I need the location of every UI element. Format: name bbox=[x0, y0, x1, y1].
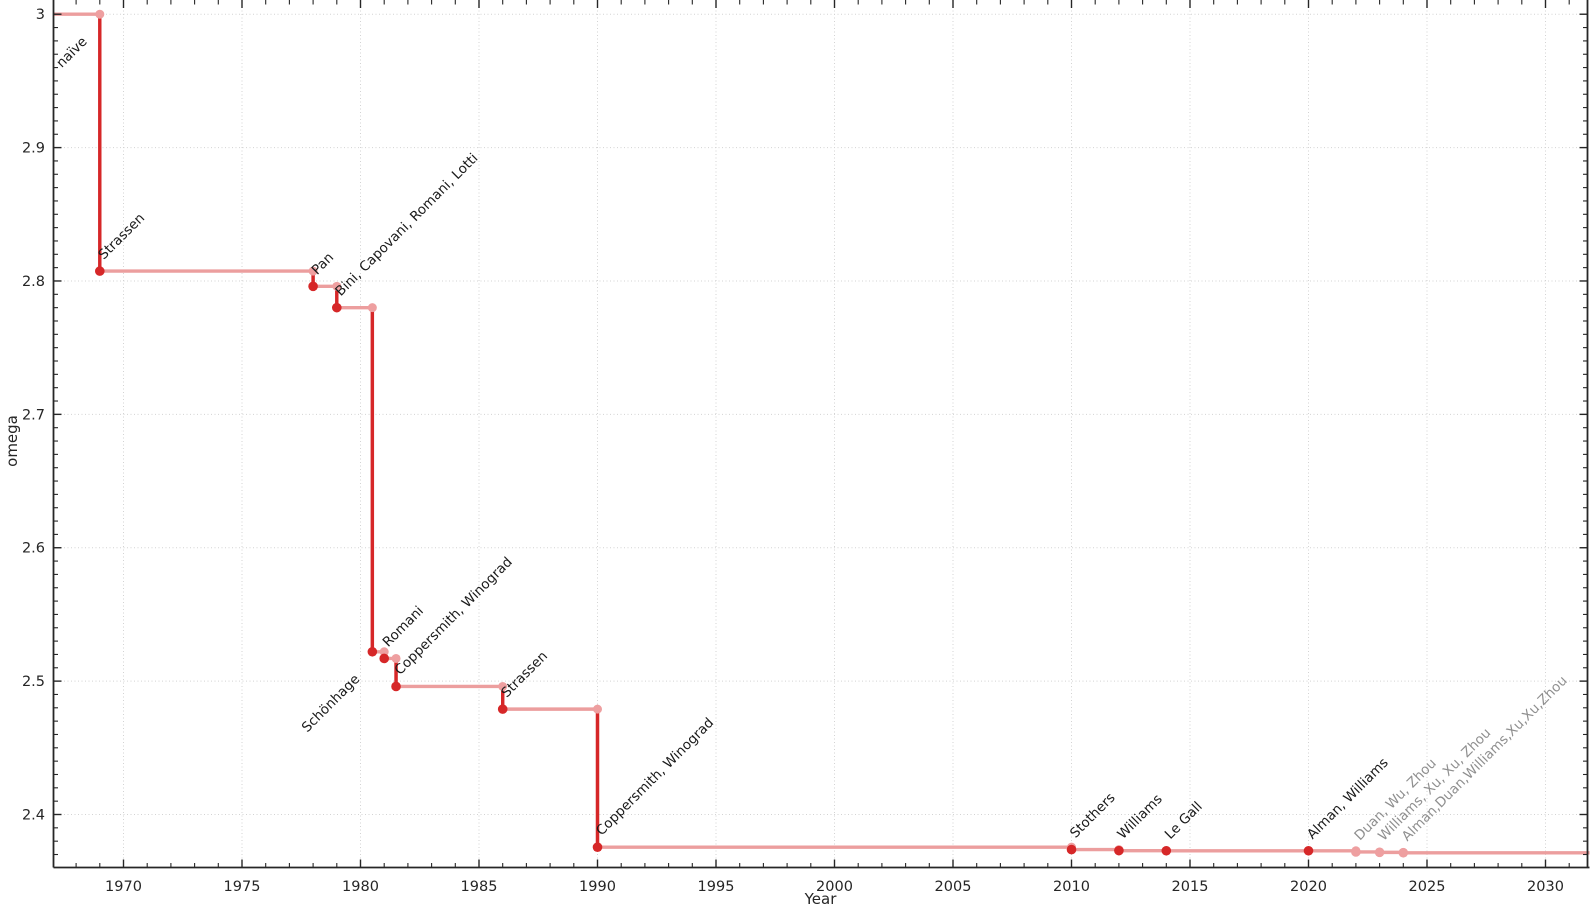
x-tick-label: 2010 bbox=[1053, 879, 1090, 895]
step-line-light bbox=[53, 12, 1590, 855]
data-point-marker bbox=[1161, 845, 1172, 856]
x-tick-label: 2025 bbox=[1409, 879, 1446, 895]
step-corner-marker bbox=[367, 303, 377, 313]
ticks bbox=[53, 0, 1588, 868]
step-corner-marker bbox=[593, 704, 602, 714]
data-point-marker bbox=[592, 842, 603, 852]
gridlines bbox=[53, 0, 1588, 868]
point-label: Strassen bbox=[498, 648, 551, 701]
x-tick-label: 2020 bbox=[1290, 879, 1327, 895]
axes-spines bbox=[52, 0, 1590, 869]
data-point-marker bbox=[391, 681, 401, 692]
x-tick-label: 1990 bbox=[579, 879, 616, 895]
y-axis-label: omega bbox=[3, 415, 21, 467]
step-corner-marker bbox=[332, 281, 342, 291]
x-tick-label: 2015 bbox=[1172, 879, 1209, 895]
y-tick-label: 2.5 bbox=[22, 674, 45, 690]
step-corner-marker bbox=[391, 653, 401, 663]
point-label: Bini, Capovani, Romani, Lotti bbox=[332, 150, 481, 299]
y-tick-label: 2.8 bbox=[22, 274, 45, 290]
x-tick-label: 1980 bbox=[342, 879, 379, 895]
x-tick-label: 1970 bbox=[105, 879, 142, 895]
data-point-marker bbox=[95, 266, 105, 276]
y-tick-label: 2.6 bbox=[22, 541, 45, 557]
point-label: Williams bbox=[1114, 791, 1165, 842]
y-tick-label: 2.4 bbox=[22, 808, 45, 824]
x-axis-label: Year bbox=[804, 890, 838, 908]
y-tick-label: 3 bbox=[36, 7, 45, 23]
data-point-marker bbox=[1351, 847, 1361, 857]
point-label: Le Gall bbox=[1162, 799, 1206, 843]
data-point-marker bbox=[367, 646, 378, 657]
point-label: Williams, Xu, Xu, Zhou bbox=[1375, 725, 1494, 844]
step-corner-marker bbox=[379, 647, 389, 657]
step-corner-marker bbox=[95, 9, 105, 19]
x-tick-label: 1985 bbox=[461, 879, 498, 895]
y-tick-label: 2.7 bbox=[22, 407, 45, 423]
x-tick-label: 2000 bbox=[816, 879, 853, 895]
data-point-marker bbox=[1066, 844, 1077, 855]
step-corner-marker bbox=[498, 681, 508, 691]
x-tick-label: 1975 bbox=[224, 879, 261, 895]
step-corner-marker bbox=[308, 266, 318, 276]
data-point-marker bbox=[1114, 845, 1124, 856]
data-point-marker bbox=[332, 302, 342, 313]
tick-labels: 1970 1975 1980 1985 1990 1995 2000 2005 2010 2015… bbox=[22, 7, 1564, 895]
x-tick-label: 2005 bbox=[935, 879, 972, 895]
data-point-marker bbox=[1303, 845, 1314, 856]
x-tick-label: 2030 bbox=[1527, 879, 1564, 895]
data-point-marker bbox=[1374, 847, 1385, 858]
point-label: Stothers bbox=[1067, 790, 1119, 842]
point-label: Coppersmith, Winograd bbox=[593, 715, 717, 839]
point-label: Strassen bbox=[95, 210, 148, 263]
y-tick-label: 2.9 bbox=[22, 141, 45, 157]
data-point-marker bbox=[379, 653, 390, 664]
data-point-marker bbox=[1398, 847, 1409, 858]
corner-markers bbox=[95, 9, 1408, 857]
point-markers bbox=[95, 266, 1409, 858]
point-label: naïve bbox=[53, 34, 90, 71]
x-tick-label: 1995 bbox=[698, 879, 735, 895]
data-point-marker bbox=[497, 704, 508, 714]
data-point-marker bbox=[308, 281, 318, 292]
